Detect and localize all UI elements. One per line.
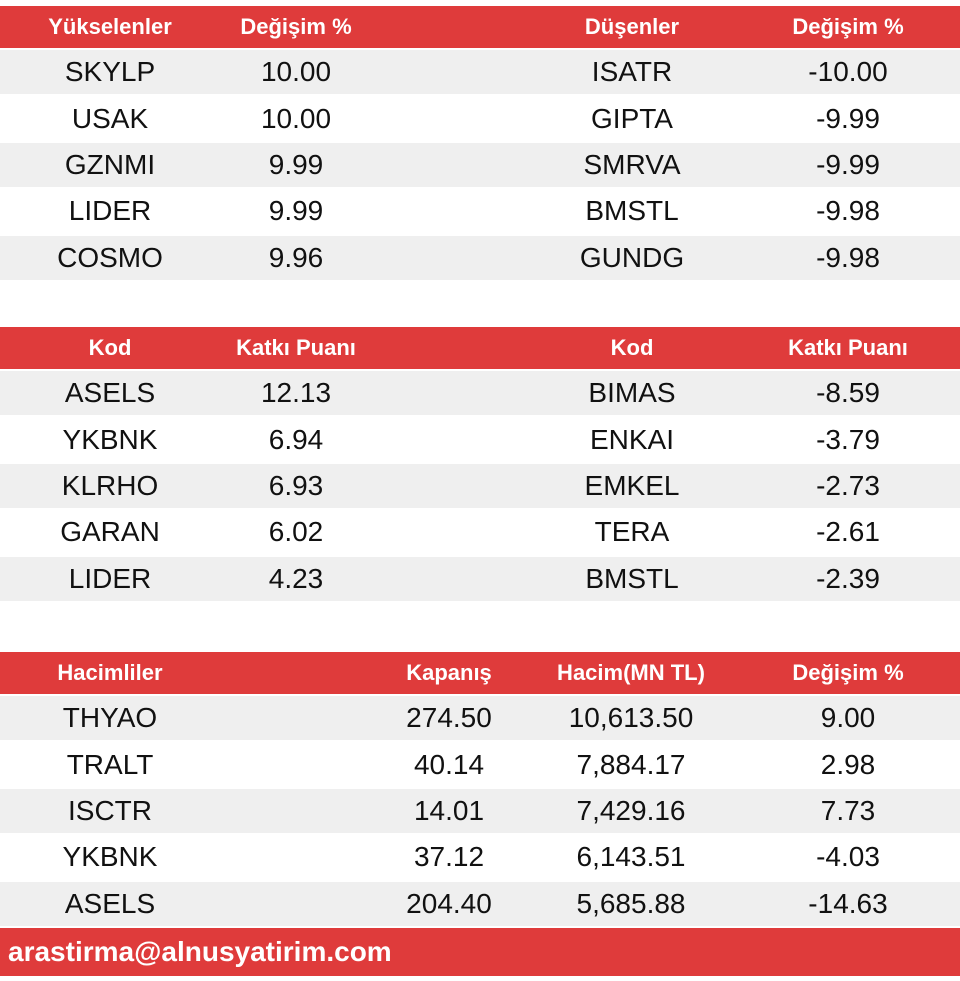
header-cell: Katkı Puanı	[236, 335, 356, 360]
table-cell: ENKAI	[589, 423, 675, 455]
table-cell: -3.79	[816, 423, 880, 455]
table-cell: EMKEL	[584, 470, 680, 501]
table-cell: YKBNK	[62, 423, 158, 455]
table-cell: 9.99	[268, 195, 324, 227]
table-row	[0, 510, 960, 555]
header-cell: Kod	[610, 335, 654, 360]
table-cell: ISATR	[591, 56, 673, 88]
table-cell: COSMO	[57, 241, 163, 273]
table-cell: 204.40	[406, 887, 492, 919]
table-cell: 14.01	[413, 795, 485, 826]
table-row	[0, 463, 960, 509]
table-row	[0, 417, 960, 462]
header-cell: Yükselenler	[48, 14, 172, 39]
table-cell: 274.50	[406, 702, 492, 734]
table-cell: GARAN	[60, 516, 160, 548]
table-cell: 37.12	[413, 841, 485, 873]
table-cell: THYAO	[62, 702, 158, 734]
header-bar	[0, 652, 960, 694]
table-cell: BIMAS	[588, 377, 676, 409]
table-cell: GUNDG	[579, 241, 685, 273]
table-cell: 9.96	[268, 241, 324, 273]
table-row	[0, 235, 960, 280]
table-row	[0, 835, 960, 880]
table-cell: -2.73	[816, 470, 880, 501]
table-cell: LIDER	[68, 562, 152, 594]
table-cell: GIPTA	[591, 102, 673, 134]
table-row	[0, 881, 960, 926]
table-row	[0, 142, 960, 188]
table-cell: -2.61	[816, 516, 880, 548]
footer-email: arastirma@alnusyatirim.com	[8, 936, 392, 967]
table-row	[0, 696, 960, 741]
table-cell: 10.00	[260, 102, 332, 134]
table-cell: ASELS	[64, 887, 156, 919]
table-row	[0, 371, 960, 416]
table-cell: 6.93	[268, 470, 324, 501]
table-cell: LIDER	[68, 195, 152, 227]
table-cell: 10.00	[260, 56, 332, 88]
table-cell: -9.98	[816, 241, 880, 273]
table-cell: -8.59	[816, 377, 880, 409]
table-cell: YKBNK	[62, 841, 158, 873]
table-cell: -4.03	[816, 841, 880, 873]
table-cell: SMRVA	[583, 149, 681, 180]
header-cell: Katkı Puanı	[788, 335, 908, 360]
header-cell: Değişim %	[792, 660, 904, 685]
table-cell: 9.99	[268, 149, 324, 180]
header-cell: Düşenler	[584, 14, 680, 39]
header-cell: Kod	[88, 335, 132, 360]
table-row	[0, 788, 960, 834]
header-cell: Hacim(MN TL)	[557, 660, 705, 685]
table-cell: GZNMI	[64, 149, 156, 180]
table-row	[0, 50, 960, 95]
table-cell: 7,429.16	[576, 795, 686, 826]
table-cell: 4.23	[268, 562, 324, 594]
header-cell: Değişim %	[792, 14, 904, 39]
table-cell: BMSTL	[585, 562, 679, 594]
table-cell: SKYLP	[64, 56, 156, 88]
table-row	[0, 742, 960, 787]
footer-bar	[0, 928, 960, 976]
table-cell: 7,884.17	[576, 748, 686, 780]
table-cell: -2.39	[816, 562, 880, 594]
table-cell: -9.98	[816, 195, 880, 227]
table-cell: TERA	[594, 516, 670, 548]
table-cell: 7.73	[820, 795, 876, 826]
table-cell: USAK	[71, 102, 149, 134]
table-row	[0, 189, 960, 234]
table-cell: 6.02	[268, 516, 324, 548]
table-cell: KLRHO	[61, 470, 159, 501]
table-row	[0, 96, 960, 141]
header-bar	[0, 6, 960, 48]
table-cell: 6,143.51	[576, 841, 686, 873]
table-cell: -10.00	[808, 56, 888, 88]
table-cell: 12.13	[260, 377, 332, 409]
table-cell: BMSTL	[585, 195, 679, 227]
table-cell: 10,613.50	[568, 702, 694, 734]
header-cell: Değişim %	[240, 14, 352, 39]
header-cell: Hacimliler	[57, 660, 163, 685]
header-bar	[0, 327, 960, 369]
table-cell: TRALT	[66, 748, 154, 780]
header-cell: Kapanış	[406, 660, 492, 685]
table-cell: 40.14	[413, 748, 485, 780]
table-cell: -9.99	[816, 102, 880, 134]
table-cell: 6.94	[268, 423, 324, 455]
table-cell: -14.63	[808, 887, 888, 919]
table-cell: 2.98	[820, 748, 876, 780]
table-cell: ASELS	[64, 377, 156, 409]
table-cell: -9.99	[816, 149, 880, 180]
table-row	[0, 556, 960, 601]
table-cell: 5,685.88	[576, 887, 686, 919]
table-cell: 9.00	[820, 702, 876, 734]
table-cell: ISCTR	[68, 795, 152, 826]
